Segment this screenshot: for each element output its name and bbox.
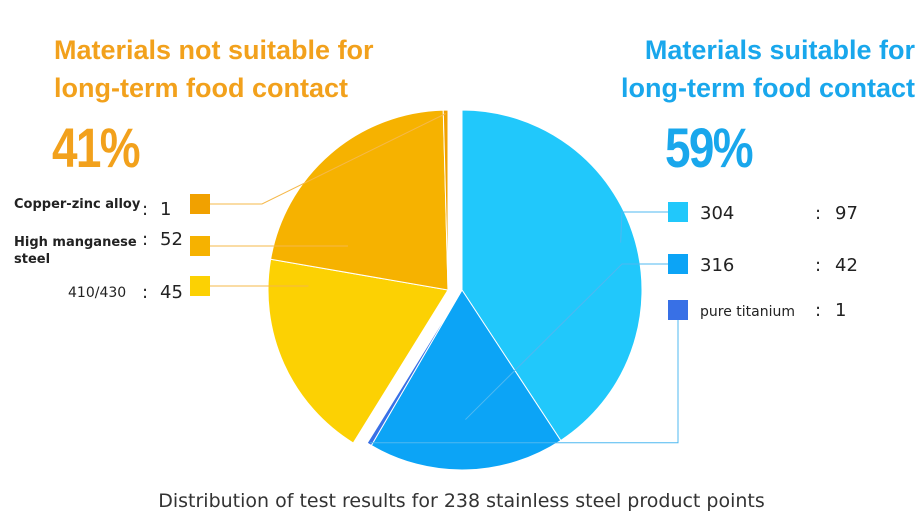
- legend-swatch-copper-zinc-alloy: [190, 194, 210, 214]
- legend-label-410-430: 410/430: [68, 285, 126, 301]
- leader-line-copper-zinc-alloy: [210, 113, 446, 205]
- pie-slice-high-manganese-steel: [270, 109, 449, 291]
- suitable-heading-line-2: long-term food contact: [621, 73, 915, 103]
- leader-line-316: [465, 263, 668, 420]
- not-suitable-heading: Materials not suitable for long-term foo…: [54, 31, 374, 107]
- leader-line-pure-titanium: [370, 320, 679, 444]
- pie-slice-410-430: [267, 258, 449, 444]
- legend-label-copper-zinc-alloy: Copper-zinc alloy: [14, 197, 141, 212]
- legend-label-304: 304: [700, 203, 734, 224]
- leader-line-304: [620, 211, 668, 243]
- legend-separator-410-430: :: [142, 282, 148, 303]
- legend-value-304: 97: [835, 203, 858, 224]
- legend-swatch-410-430: [190, 276, 210, 296]
- legend-value-pure-titanium: 1: [835, 300, 846, 321]
- pie-slice-pure-titanium: [366, 289, 463, 447]
- legend-separator-high-manganese-steel: :: [142, 229, 148, 250]
- legend-value-high-manganese-steel: 52: [160, 229, 183, 250]
- legend-separator-316: :: [815, 255, 821, 276]
- pie-slice-316: [370, 289, 562, 471]
- legend-value-316: 42: [835, 255, 858, 276]
- suitable-percentage: 59%: [665, 116, 754, 179]
- legend-separator-pure-titanium: :: [815, 300, 821, 321]
- legend-swatch-316: [668, 254, 688, 274]
- legend-swatch-304: [668, 202, 688, 222]
- suitable-heading-line-1: Materials suitable for: [644, 35, 915, 65]
- pie-slice-copper-zinc-alloy: [442, 109, 449, 291]
- legend-separator-copper-zinc-alloy: :: [142, 199, 148, 220]
- legend-label-316: 316: [700, 255, 734, 276]
- legend-label-high-manganese-steel-line-1: High manganese: [14, 235, 137, 250]
- legend-swatch-high-manganese-steel: [190, 236, 210, 256]
- not-suitable-heading-line-2: long-term food contact: [54, 73, 348, 103]
- not-suitable-heading-line-1: Materials not suitable for: [54, 35, 374, 65]
- legend-label-high-manganese-steel-line-2: steel: [14, 252, 50, 267]
- legend-label-pure-titanium: pure titanium: [700, 304, 795, 320]
- legend-separator-304: :: [815, 203, 821, 224]
- suitable-heading: Materials suitable for long-term food co…: [621, 31, 915, 107]
- legend-value-copper-zinc-alloy: 1: [160, 199, 171, 220]
- chart-caption: Distribution of test results for 238 sta…: [158, 490, 765, 512]
- legend-value-410-430: 45: [160, 282, 183, 303]
- not-suitable-percentage: 41%: [52, 116, 141, 179]
- legend-swatch-pure-titanium: [668, 300, 688, 320]
